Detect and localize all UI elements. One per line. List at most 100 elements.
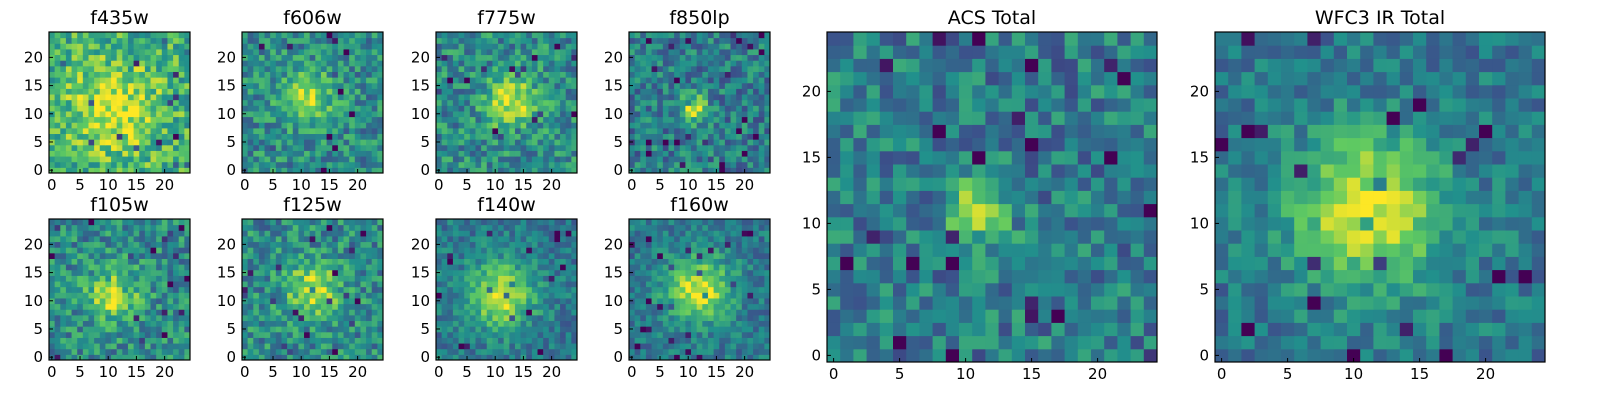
heatmap-cell bbox=[724, 77, 732, 84]
heatmap-cell bbox=[326, 314, 333, 322]
heatmap-cell bbox=[275, 127, 282, 135]
heatmap-cell bbox=[691, 71, 698, 78]
heatmap-cell bbox=[447, 241, 454, 248]
heatmap-cell bbox=[343, 133, 350, 140]
heatmap-cell bbox=[719, 167, 726, 174]
heatmap-cell bbox=[127, 54, 135, 61]
heatmap-cell bbox=[65, 269, 73, 276]
heatmap-cell bbox=[139, 43, 146, 50]
heatmap-cell bbox=[679, 82, 686, 89]
heatmap-cell bbox=[337, 348, 345, 355]
heatmap-cell bbox=[298, 230, 305, 237]
heatmap-cell bbox=[127, 224, 135, 231]
heatmap-cell bbox=[685, 150, 692, 157]
heatmap-cell bbox=[747, 48, 754, 56]
heatmap-cell bbox=[691, 65, 698, 72]
heatmap-cell bbox=[640, 275, 647, 282]
heatmap-cell bbox=[741, 122, 748, 129]
heatmap-cell bbox=[54, 122, 61, 129]
heatmap-cell bbox=[747, 127, 754, 135]
heatmap-cell bbox=[736, 37, 743, 44]
heatmap-cell bbox=[275, 241, 282, 248]
heatmap-cell bbox=[264, 309, 271, 316]
heatmap-cell bbox=[82, 71, 89, 78]
heatmap-cell bbox=[150, 82, 157, 89]
heatmap-cell bbox=[514, 122, 522, 129]
heatmap-cell bbox=[332, 139, 339, 146]
heatmap-cell bbox=[366, 292, 373, 299]
heatmap-cell bbox=[447, 54, 454, 61]
heatmap-cell bbox=[360, 105, 367, 112]
heatmap-cell bbox=[498, 286, 505, 293]
heatmap-cell bbox=[156, 275, 163, 282]
heatmap-cell bbox=[498, 99, 505, 106]
heatmap-cell bbox=[377, 32, 384, 39]
heatmap-cell bbox=[543, 343, 550, 350]
heatmap-cell bbox=[730, 105, 737, 112]
heatmap-cell bbox=[242, 320, 249, 327]
heatmap-cell bbox=[94, 133, 101, 140]
heatmap-cell bbox=[139, 343, 146, 350]
heatmap-cell bbox=[685, 99, 692, 106]
heatmap-cell bbox=[662, 105, 669, 112]
heatmap-cell bbox=[640, 82, 647, 89]
heatmap-cell bbox=[469, 230, 476, 237]
heatmap-cell bbox=[65, 331, 73, 338]
heatmap-cell bbox=[167, 269, 174, 276]
heatmap-cell bbox=[645, 161, 653, 168]
heatmap-cell bbox=[287, 343, 294, 350]
heatmap-cell bbox=[469, 275, 476, 282]
heatmap-cell bbox=[492, 286, 499, 293]
heatmap-cell bbox=[111, 71, 118, 78]
heatmap-cell bbox=[685, 314, 692, 322]
heatmap-cell bbox=[184, 286, 191, 293]
heatmap-cell bbox=[150, 60, 157, 67]
heatmap-cell bbox=[464, 348, 471, 355]
heatmap-cell bbox=[253, 343, 260, 350]
heatmap-cell bbox=[309, 99, 316, 106]
heatmap-cell bbox=[82, 286, 89, 293]
heatmap-cell bbox=[736, 275, 743, 282]
heatmap-cell bbox=[492, 139, 499, 146]
heatmap-cell bbox=[691, 292, 698, 299]
heatmap-cell bbox=[634, 122, 641, 129]
heatmap-cell bbox=[452, 122, 460, 129]
heatmap-cell bbox=[741, 116, 748, 123]
heatmap-cell bbox=[537, 326, 544, 333]
heatmap-cell bbox=[668, 314, 675, 322]
heatmap-cell bbox=[724, 275, 732, 282]
heatmap-cell bbox=[436, 48, 443, 56]
heatmap-cell bbox=[144, 105, 152, 112]
heatmap-cell bbox=[377, 43, 384, 50]
heatmap-cell bbox=[758, 71, 765, 78]
heatmap-cell bbox=[150, 354, 157, 361]
heatmap-cell bbox=[281, 105, 288, 112]
heatmap-cell bbox=[679, 105, 686, 112]
heatmap-cell bbox=[640, 32, 647, 39]
heatmap-cell bbox=[178, 133, 185, 140]
heatmap-cell bbox=[167, 54, 174, 61]
heatmap-cell bbox=[458, 230, 465, 237]
heatmap-cell bbox=[730, 71, 737, 78]
heatmap-cell bbox=[71, 224, 78, 231]
heatmap-cell bbox=[509, 110, 516, 118]
heatmap-cell bbox=[105, 235, 112, 243]
heatmap-cell bbox=[264, 281, 271, 288]
heatmap-cell bbox=[475, 230, 482, 237]
heatmap-cell bbox=[258, 343, 266, 350]
heatmap-cell bbox=[298, 48, 305, 56]
heatmap-cell bbox=[99, 258, 106, 265]
heatmap-cell bbox=[452, 88, 460, 95]
heatmap-cell bbox=[634, 286, 641, 293]
heatmap-cell bbox=[560, 247, 567, 254]
heatmap-cell bbox=[758, 48, 765, 56]
heatmap-cell bbox=[629, 264, 636, 271]
heatmap-cell bbox=[560, 116, 567, 123]
heatmap-cell bbox=[167, 37, 174, 44]
heatmap-cell bbox=[309, 116, 316, 123]
heatmap-cell bbox=[674, 139, 681, 146]
heatmap-cell bbox=[753, 99, 760, 106]
heatmap-cell bbox=[360, 156, 367, 163]
heatmap-cell bbox=[548, 303, 555, 310]
heatmap-cell bbox=[77, 247, 84, 254]
